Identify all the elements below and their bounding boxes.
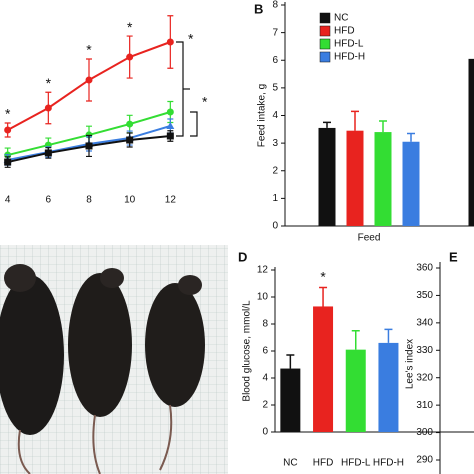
panel-letter: B — [254, 1, 263, 16]
y-tick-label: 6 — [272, 55, 278, 66]
legend-label: HFD-H — [334, 52, 365, 63]
point — [85, 76, 93, 84]
error-bar — [384, 328, 393, 343]
legend-swatch — [319, 51, 331, 63]
y-tick-label: 340 — [416, 317, 433, 328]
y-tick-label: 0 — [262, 427, 268, 438]
point — [126, 136, 134, 144]
point — [44, 104, 52, 112]
brackets — [176, 41, 198, 137]
y-tick-label: 6 — [262, 346, 268, 357]
y-tick-label: 320 — [416, 372, 433, 383]
bar — [378, 342, 399, 432]
comparison-label: * — [188, 31, 194, 47]
bar — [402, 141, 420, 226]
significance-marker: * — [127, 19, 133, 35]
photo — [0, 245, 228, 474]
error-bar — [351, 330, 360, 350]
x-tick-label: 10 — [124, 195, 136, 206]
bar — [345, 349, 366, 432]
y-tick-label: 360 — [416, 263, 433, 274]
y-tick-label: 10 — [257, 292, 269, 303]
legend-label: NC — [334, 13, 348, 24]
y-tick-label: 8 — [262, 319, 268, 330]
bar — [374, 132, 392, 226]
x-tick-label: 8 — [86, 195, 92, 206]
x-tick-label: Feed — [358, 233, 381, 244]
bar — [318, 127, 336, 226]
point — [166, 132, 174, 140]
significance-marker: * — [320, 268, 326, 284]
y-tick-label: 0 — [272, 221, 278, 232]
bar — [280, 368, 301, 432]
error-bar — [379, 120, 387, 133]
point — [44, 149, 52, 157]
y-tick-label: 290 — [416, 455, 433, 466]
y-tick-label: 300 — [416, 427, 433, 438]
legend-swatch — [319, 38, 331, 50]
x-tick-label: 6 — [46, 195, 52, 206]
point — [85, 142, 93, 150]
legend-label: HFD-L — [334, 39, 364, 50]
point — [4, 126, 12, 134]
y-axis-label: Lee's index — [405, 339, 416, 389]
x-tick-label: HFD-H — [373, 458, 404, 469]
error-bar — [286, 354, 295, 369]
x-tick-label: 4 — [5, 195, 11, 206]
comparison-label: * — [202, 94, 208, 110]
point — [126, 120, 134, 128]
y-tick-label: 5 — [272, 83, 278, 94]
bar — [468, 58, 474, 227]
bar — [313, 306, 334, 432]
error-bar — [351, 110, 359, 131]
point — [4, 158, 12, 166]
y-tick-label: 3 — [272, 138, 278, 149]
point — [166, 122, 175, 129]
error-bar — [323, 121, 331, 128]
y-tick-label: 1 — [272, 193, 278, 204]
y-tick-label: 2 — [272, 165, 278, 176]
x-tick-label: HFD — [313, 458, 334, 469]
point — [126, 53, 134, 61]
point — [166, 38, 174, 46]
y-tick-label: 4 — [272, 110, 278, 121]
significance-marker: * — [5, 106, 11, 122]
legend-swatch — [319, 12, 331, 24]
x-tick-label: NC — [283, 458, 297, 469]
y-tick-label: 310 — [416, 400, 433, 411]
y-tick-label: 4 — [262, 373, 268, 384]
error-bar — [319, 286, 328, 307]
y-tick-label: 330 — [416, 345, 433, 356]
y-tick-label: 8 — [272, 0, 278, 11]
panel-letter: E — [449, 249, 458, 264]
legend-swatch — [319, 25, 331, 37]
bar — [346, 130, 364, 226]
significance-marker: * — [86, 42, 92, 58]
y-axis-label: Blood glucose, mmol/L — [242, 300, 253, 402]
x-tick-label: 12 — [165, 195, 177, 206]
y-tick-label: 12 — [257, 265, 269, 276]
significance-marker: * — [46, 75, 52, 91]
point — [166, 108, 174, 116]
y-tick-label: 2 — [262, 400, 268, 411]
y-axis-label: Feed intake, g — [257, 84, 268, 147]
y-tick-label: 7 — [272, 27, 278, 38]
y-tick-label: 350 — [416, 290, 433, 301]
x-tick-label: HFD-L — [341, 458, 371, 469]
error-bar — [407, 132, 415, 142]
legend-label: HFD — [334, 26, 355, 37]
panel-letter: D — [238, 249, 247, 264]
